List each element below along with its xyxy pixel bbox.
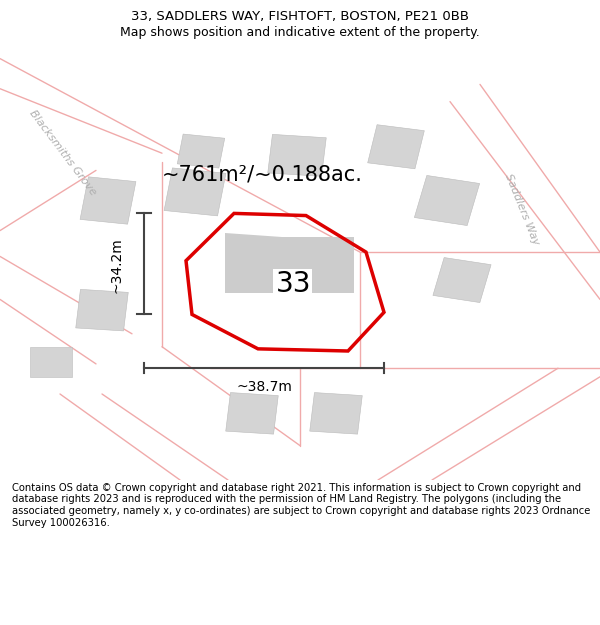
Polygon shape [164, 168, 226, 216]
Polygon shape [368, 125, 424, 169]
Polygon shape [80, 177, 136, 224]
Polygon shape [415, 176, 479, 226]
Text: Contains OS data © Crown copyright and database right 2021. This information is : Contains OS data © Crown copyright and d… [12, 483, 590, 528]
Text: ~761m²/~0.188ac.: ~761m²/~0.188ac. [162, 165, 363, 185]
Text: Blacksmiths Grove: Blacksmiths Grove [28, 109, 98, 198]
Polygon shape [310, 392, 362, 434]
Polygon shape [76, 289, 128, 331]
Polygon shape [226, 392, 278, 434]
Text: ~34.2m: ~34.2m [110, 237, 124, 293]
Polygon shape [177, 134, 225, 168]
Polygon shape [225, 232, 354, 293]
Text: Map shows position and indicative extent of the property.: Map shows position and indicative extent… [120, 26, 480, 39]
Text: 33, SADDLERS WAY, FISHTOFT, BOSTON, PE21 0BB: 33, SADDLERS WAY, FISHTOFT, BOSTON, PE21… [131, 10, 469, 23]
Polygon shape [30, 347, 72, 377]
Polygon shape [268, 134, 326, 176]
Text: ~38.7m: ~38.7m [236, 380, 292, 394]
Polygon shape [433, 258, 491, 302]
Text: Saddlers Way: Saddlers Way [503, 172, 541, 246]
Text: 33: 33 [276, 271, 312, 298]
